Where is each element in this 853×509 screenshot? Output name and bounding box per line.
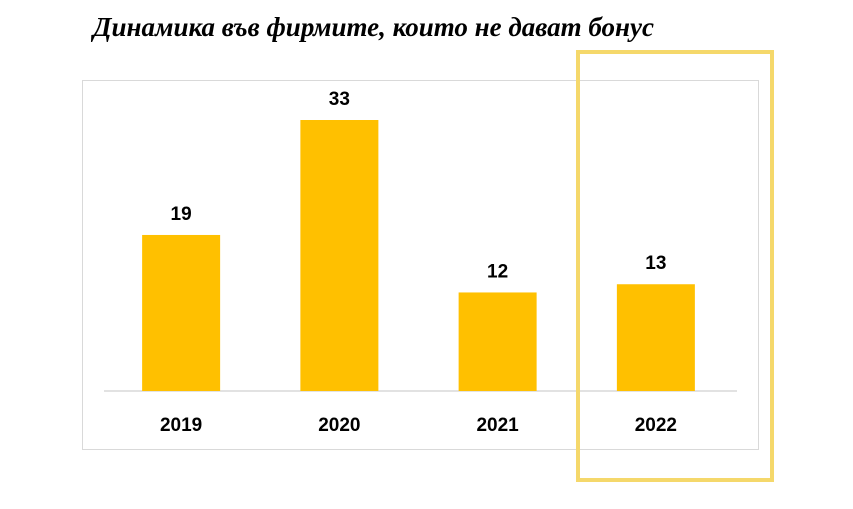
x-tick-label-2019: 2019: [160, 415, 202, 436]
bar-2021: [458, 292, 537, 391]
x-tick-label-2022: 2022: [635, 415, 677, 436]
bar-2019: [142, 234, 221, 391]
highlight-box-2022: [576, 50, 774, 482]
data-label-2019: 19: [171, 204, 192, 225]
x-tick-label-2021: 2021: [476, 415, 519, 436]
chart-title: Динамика във фирмите, които не дават бон…: [93, 12, 655, 42]
bar-2022: [616, 284, 695, 391]
bar-2020: [300, 120, 379, 391]
data-label-2022: 13: [645, 253, 666, 274]
data-label-2021: 12: [487, 261, 508, 282]
data-label-2020: 33: [329, 89, 350, 110]
x-tick-label-2020: 2020: [318, 415, 360, 436]
